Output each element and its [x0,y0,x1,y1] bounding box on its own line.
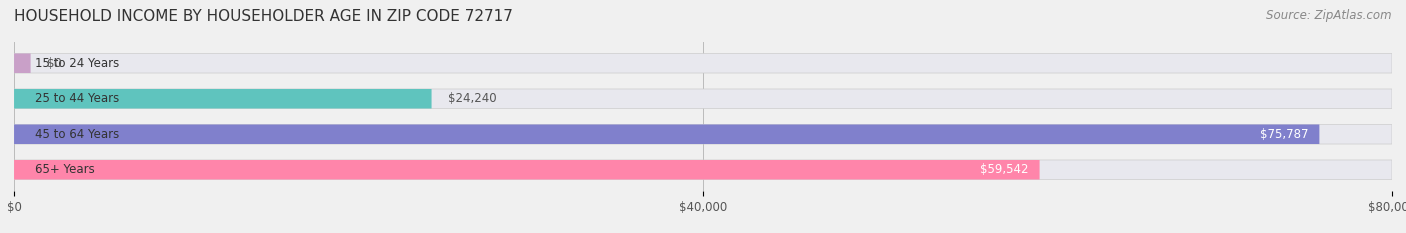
FancyBboxPatch shape [14,89,1392,109]
Text: $75,787: $75,787 [1260,128,1309,141]
FancyBboxPatch shape [14,89,432,109]
Text: $0: $0 [48,57,62,70]
FancyBboxPatch shape [14,54,1392,73]
Text: Source: ZipAtlas.com: Source: ZipAtlas.com [1267,9,1392,22]
Text: 25 to 44 Years: 25 to 44 Years [35,92,120,105]
Text: $59,542: $59,542 [980,163,1029,176]
FancyBboxPatch shape [14,124,1319,144]
Text: 45 to 64 Years: 45 to 64 Years [35,128,120,141]
FancyBboxPatch shape [14,160,1039,179]
Text: $24,240: $24,240 [449,92,496,105]
FancyBboxPatch shape [14,124,1392,144]
Text: 65+ Years: 65+ Years [35,163,94,176]
Text: 15 to 24 Years: 15 to 24 Years [35,57,120,70]
Text: HOUSEHOLD INCOME BY HOUSEHOLDER AGE IN ZIP CODE 72717: HOUSEHOLD INCOME BY HOUSEHOLDER AGE IN Z… [14,9,513,24]
FancyBboxPatch shape [14,54,31,73]
FancyBboxPatch shape [14,160,1392,179]
